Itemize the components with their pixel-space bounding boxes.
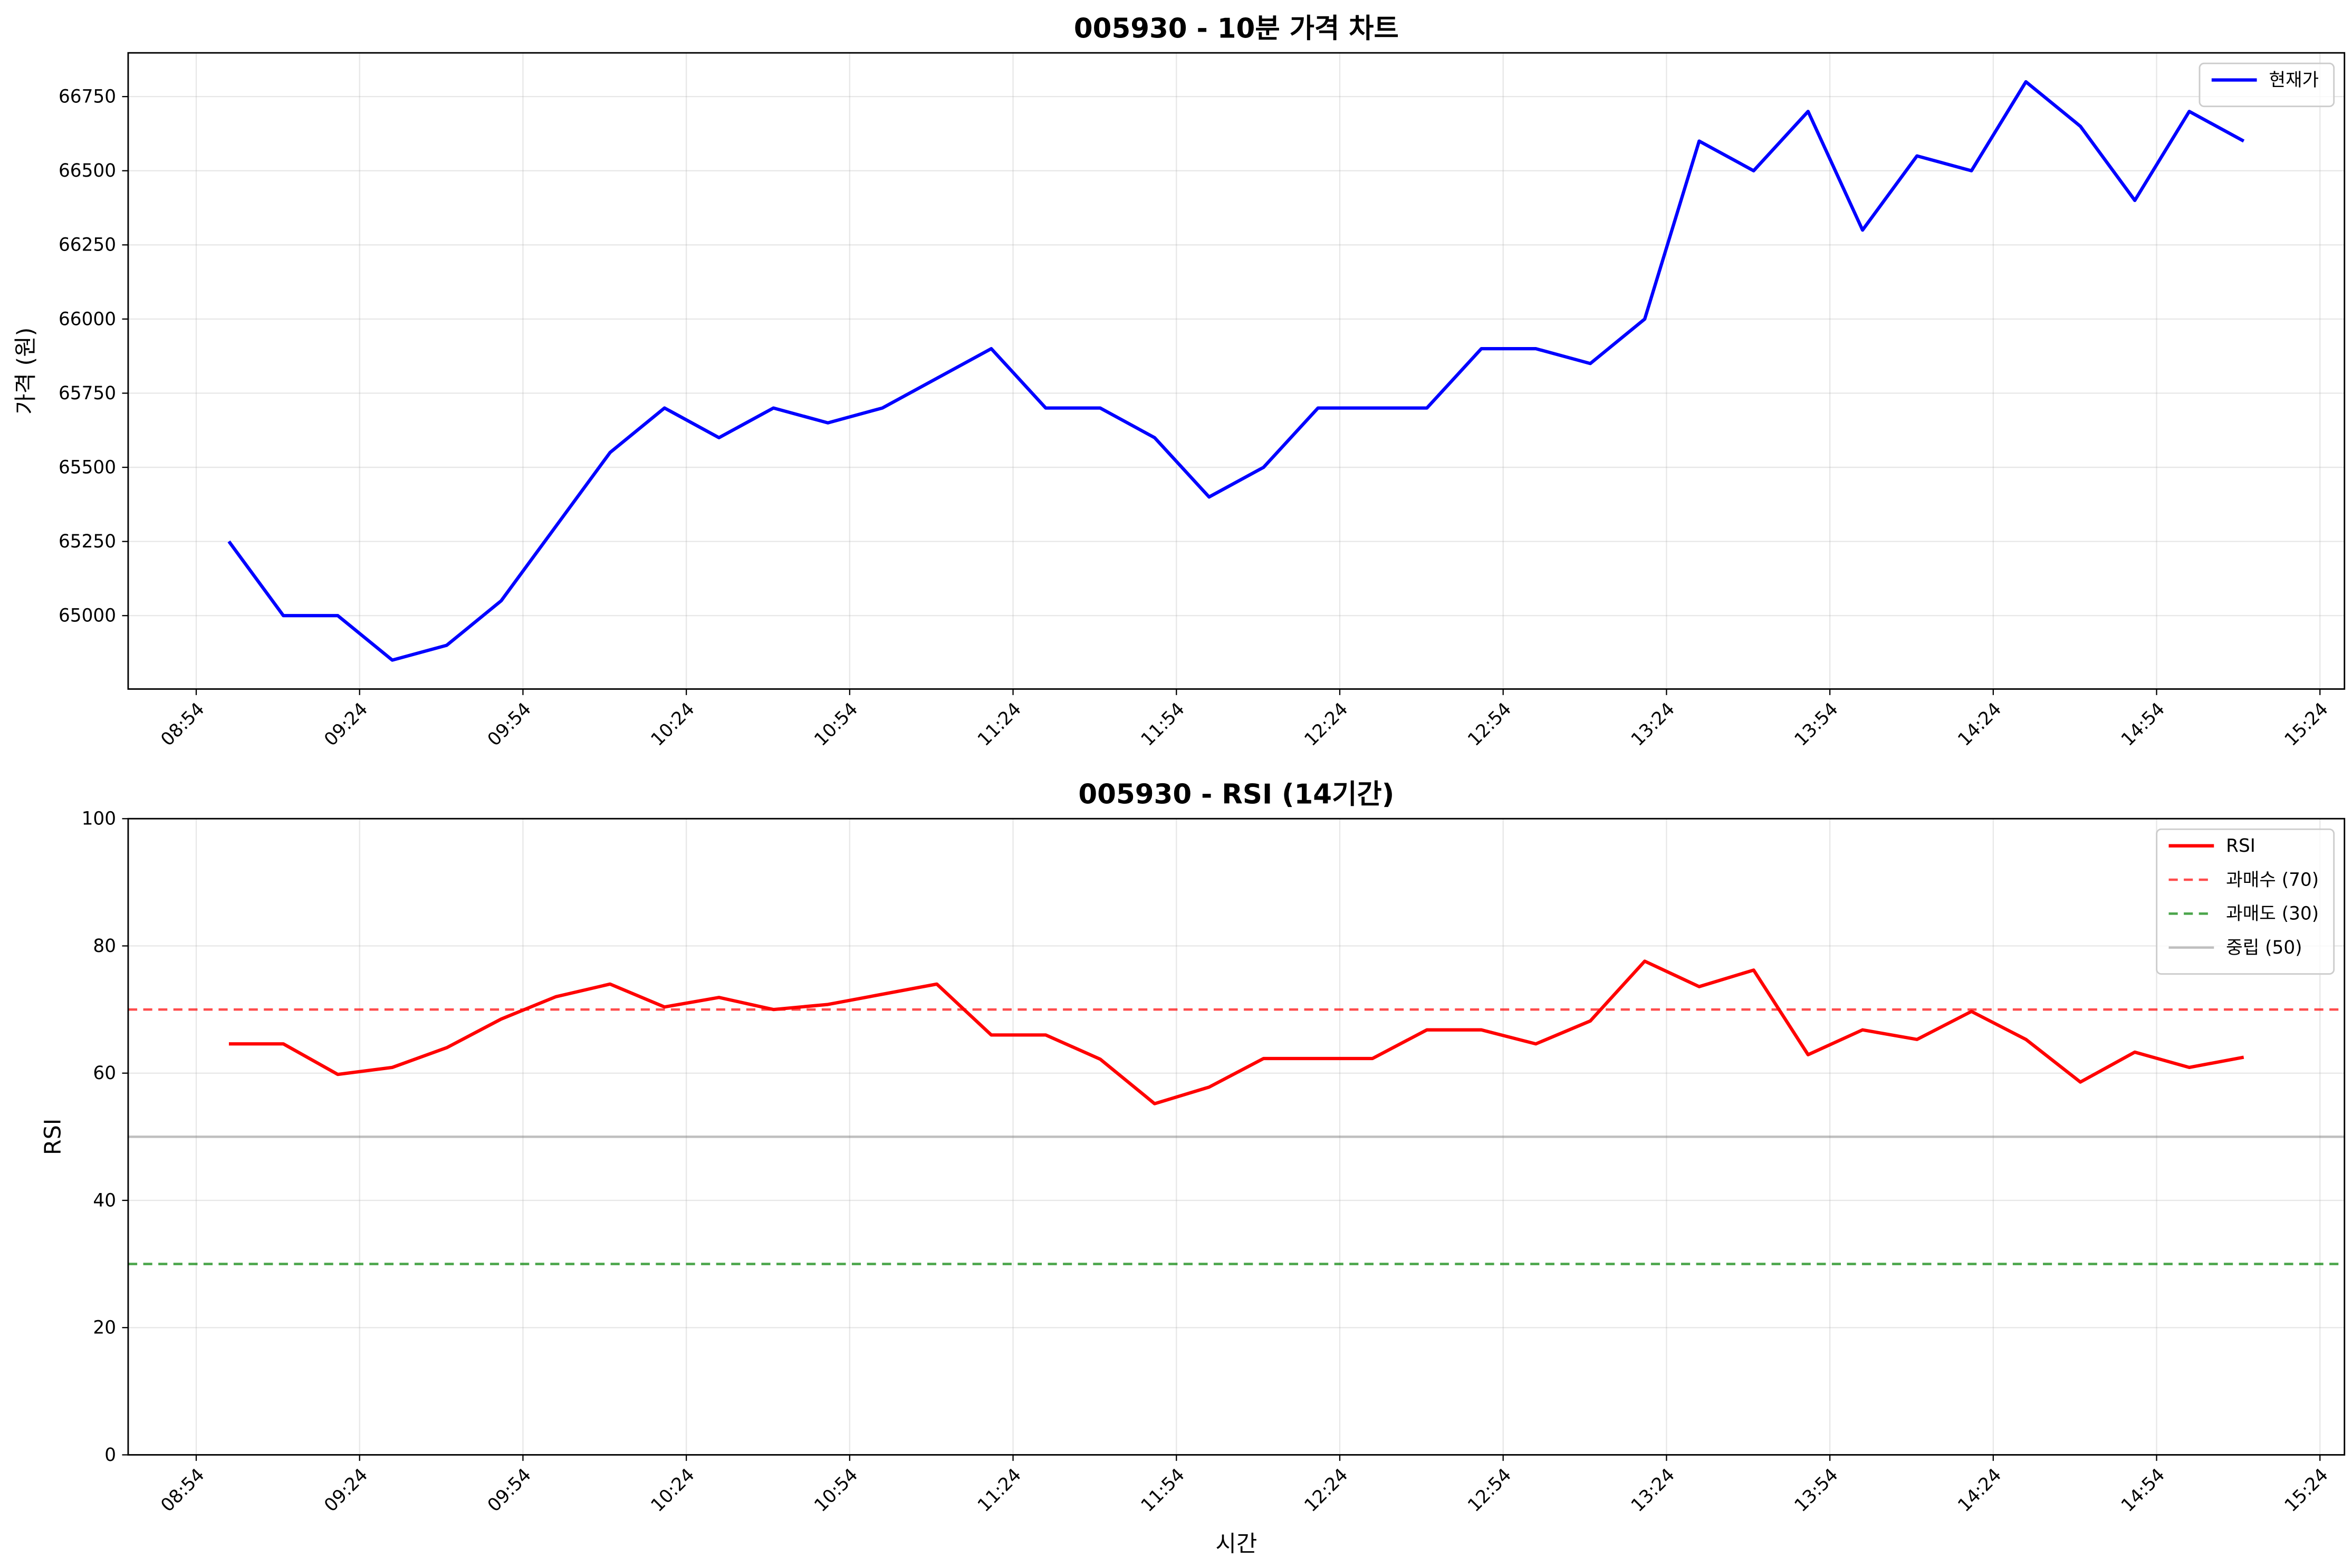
data-line bbox=[227, 80, 2245, 662]
chart-title: 005930 - 10분 가격 차트 bbox=[1074, 13, 1399, 45]
legend-label: 과매수 (70) bbox=[2226, 869, 2319, 890]
y-tick-label: 20 bbox=[93, 1317, 116, 1339]
legend-label: 과매도 (30) bbox=[2226, 903, 2319, 925]
y-tick-label: 0 bbox=[104, 1445, 116, 1466]
y-tick-label: 65250 bbox=[59, 531, 116, 552]
y-tick-label: 66250 bbox=[59, 235, 116, 256]
legend-label: RSI bbox=[2226, 835, 2255, 857]
y-tick-label: 65500 bbox=[59, 457, 116, 478]
legend-label: 현재가 bbox=[2269, 70, 2319, 91]
legend-label: 중립 (50) bbox=[2226, 937, 2302, 958]
y-tick-label: 66000 bbox=[59, 309, 116, 330]
y-tick-label: 40 bbox=[93, 1190, 116, 1211]
y-tick-label: 65750 bbox=[59, 383, 116, 404]
y-tick-label: 60 bbox=[93, 1063, 116, 1084]
y-tick-label: 100 bbox=[82, 809, 116, 830]
y-tick-label: 80 bbox=[93, 936, 116, 957]
y-tick-label: 65000 bbox=[59, 605, 116, 627]
plot-frame bbox=[127, 817, 2346, 1456]
legend-box bbox=[2156, 828, 2335, 975]
x-axis-label: 시간 bbox=[1215, 1531, 1257, 1557]
plot-frame bbox=[127, 52, 2346, 690]
legend: 현재가 bbox=[2199, 62, 2335, 108]
y-tick-label: 66500 bbox=[59, 160, 116, 181]
y-tick-label: 66750 bbox=[59, 86, 116, 108]
legend-box bbox=[2199, 62, 2335, 108]
data-line bbox=[228, 959, 2244, 1105]
y-axis-label: 가격 (원) bbox=[13, 328, 39, 415]
chart-title: 005930 - RSI (14기간) bbox=[1078, 779, 1394, 811]
legend: RSI 과매수 (70) 과매도 (30) 중립 (50) bbox=[2156, 828, 2335, 975]
y-axis-label: RSI bbox=[40, 1119, 66, 1156]
